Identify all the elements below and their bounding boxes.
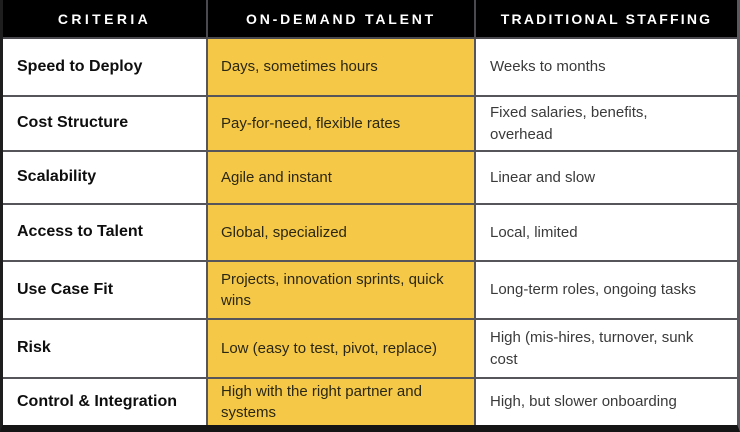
criteria-cell: Access to Talent bbox=[3, 203, 208, 262]
traditional-cell: High, but slower onboarding bbox=[474, 377, 737, 425]
on-demand-cell: Projects, innovation sprints, quick wins bbox=[206, 260, 476, 320]
traditional-cell: High (mis-hires, turnover, sunk cost bbox=[474, 318, 737, 379]
traditional-cell: Weeks to months bbox=[474, 37, 737, 97]
criteria-cell: Risk bbox=[3, 318, 208, 379]
table-row-access-to-talent: Access to Talent Global, specialized Loc… bbox=[3, 203, 737, 262]
on-demand-cell: Pay-for-need, flexible rates bbox=[206, 95, 476, 152]
on-demand-cell: Low (easy to test, pivot, replace) bbox=[206, 318, 476, 379]
criteria-cell: Control & Integration bbox=[3, 377, 208, 425]
table-header: CRITERIA ON-DEMAND TALENT TRADITIONAL ST… bbox=[3, 0, 737, 39]
table-row-cost-structure: Cost Structure Pay-for-need, flexible ra… bbox=[3, 95, 737, 152]
criteria-cell: Cost Structure bbox=[3, 95, 208, 152]
traditional-cell: Local, limited bbox=[474, 203, 737, 262]
criteria-cell: Use Case Fit bbox=[3, 260, 208, 320]
table-row-use-case-fit: Use Case Fit Projects, innovation sprint… bbox=[3, 260, 737, 320]
on-demand-cell: Days, sometimes hours bbox=[206, 37, 476, 97]
on-demand-cell: Agile and instant bbox=[206, 150, 476, 205]
table-body: Speed to Deploy Days, sometimes hours We… bbox=[3, 37, 737, 425]
traditional-cell: Long-term roles, ongoing tasks bbox=[474, 260, 737, 320]
header-row: CRITERIA ON-DEMAND TALENT TRADITIONAL ST… bbox=[3, 0, 737, 39]
header-traditional-staffing: TRADITIONAL STAFFING bbox=[474, 0, 737, 39]
table-row-risk: Risk Low (easy to test, pivot, replace) … bbox=[3, 318, 737, 379]
table-row-speed-to-deploy: Speed to Deploy Days, sometimes hours We… bbox=[3, 37, 737, 97]
table-row-scalability: Scalability Agile and instant Linear and… bbox=[3, 150, 737, 205]
header-criteria: CRITERIA bbox=[3, 0, 208, 39]
on-demand-cell: High with the right partner and systems bbox=[206, 377, 476, 425]
criteria-cell: Scalability bbox=[3, 150, 208, 205]
traditional-cell: Fixed salaries, benefits, overhead bbox=[474, 95, 737, 152]
talent-comparison-table: CRITERIA ON-DEMAND TALENT TRADITIONAL ST… bbox=[3, 0, 737, 425]
traditional-cell: Linear and slow bbox=[474, 150, 737, 205]
on-demand-cell: Global, specialized bbox=[206, 203, 476, 262]
table-row-control-integration: Control & Integration High with the righ… bbox=[3, 377, 737, 425]
criteria-cell: Speed to Deploy bbox=[3, 37, 208, 97]
header-on-demand-talent: ON-DEMAND TALENT bbox=[206, 0, 476, 39]
